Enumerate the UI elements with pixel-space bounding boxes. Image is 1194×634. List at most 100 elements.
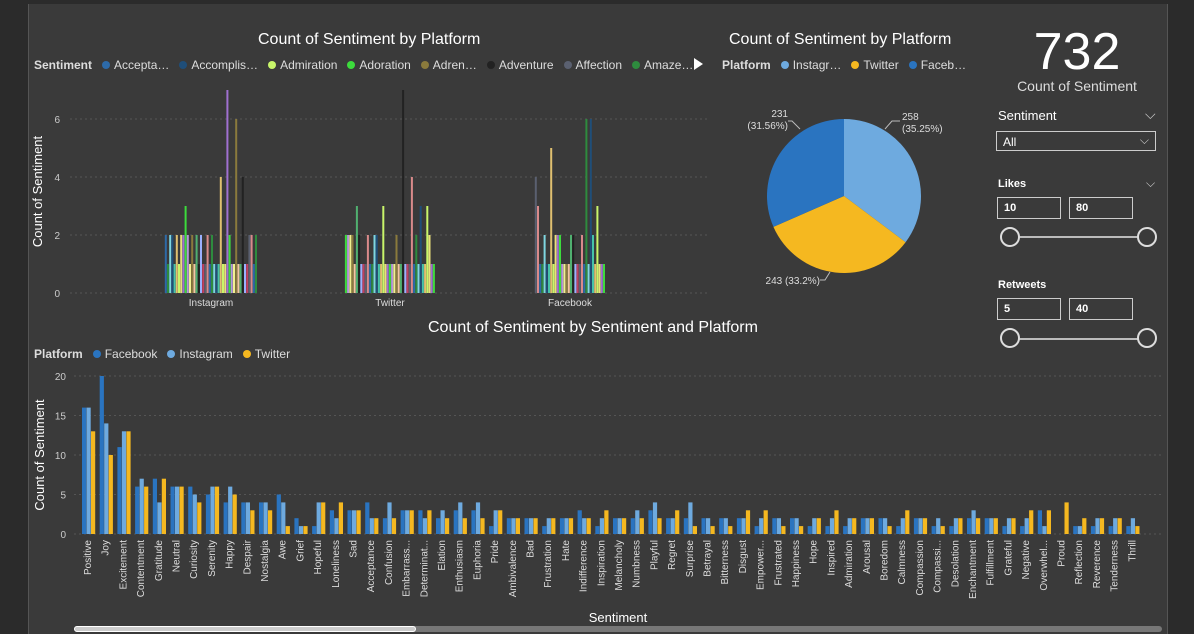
bar[interactable] xyxy=(391,518,397,534)
bar[interactable] xyxy=(380,264,383,293)
bar[interactable] xyxy=(511,518,516,534)
likes-min-handle[interactable] xyxy=(1000,227,1020,247)
bar[interactable] xyxy=(233,264,235,293)
sentiment-dropdown[interactable]: All ⌵ xyxy=(996,131,1156,151)
bar[interactable] xyxy=(161,478,166,534)
bar[interactable] xyxy=(790,518,795,534)
bar[interactable] xyxy=(585,119,588,293)
bar[interactable] xyxy=(953,518,958,534)
bar[interactable] xyxy=(248,235,251,293)
bar[interactable] xyxy=(759,518,764,534)
bar[interactable] xyxy=(409,510,414,534)
bar[interactable] xyxy=(117,447,122,534)
bar[interactable] xyxy=(843,526,848,534)
bar[interactable] xyxy=(781,526,786,534)
bar[interactable] xyxy=(303,526,308,534)
bar[interactable] xyxy=(222,264,224,293)
bar[interactable] xyxy=(167,264,169,293)
bar[interactable] xyxy=(556,235,559,293)
bar[interactable] xyxy=(984,518,989,534)
bar[interactable] xyxy=(554,235,557,293)
bar[interactable] xyxy=(630,518,635,534)
bar[interactable] xyxy=(710,526,715,534)
bar[interactable] xyxy=(572,235,575,293)
bar[interactable] xyxy=(230,264,233,293)
bar[interactable] xyxy=(719,518,724,534)
bar[interactable] xyxy=(366,235,369,293)
bar[interactable] xyxy=(728,526,733,534)
bar[interactable] xyxy=(583,264,586,293)
bar[interactable] xyxy=(334,518,339,534)
bar[interactable] xyxy=(600,264,603,293)
bar[interactable] xyxy=(244,264,246,293)
bar[interactable] xyxy=(382,206,385,293)
bar[interactable] xyxy=(860,518,865,534)
scrollbar-thumb[interactable] xyxy=(74,626,416,632)
bar[interactable] xyxy=(949,526,954,534)
bar[interactable] xyxy=(565,264,568,293)
bar[interactable] xyxy=(1099,518,1105,534)
bar[interactable] xyxy=(736,518,742,534)
bar[interactable] xyxy=(480,518,485,534)
bar[interactable] xyxy=(374,518,379,534)
bar[interactable] xyxy=(197,264,200,293)
bar[interactable] xyxy=(1024,518,1029,534)
bar[interactable] xyxy=(550,148,553,293)
bar[interactable] xyxy=(276,494,281,535)
bar[interactable] xyxy=(418,510,423,534)
bar[interactable] xyxy=(152,478,157,534)
bar[interactable] xyxy=(208,264,211,293)
top-legend-item[interactable]: Affection xyxy=(563,58,622,72)
bar[interactable] xyxy=(188,486,193,534)
bar[interactable] xyxy=(683,518,688,534)
bar[interactable] xyxy=(170,486,175,534)
bar[interactable] xyxy=(400,510,405,534)
bar[interactable] xyxy=(1117,518,1122,534)
bar[interactable] xyxy=(657,518,662,534)
bar[interactable] xyxy=(224,264,227,293)
bar[interactable] xyxy=(250,510,255,534)
bar[interactable] xyxy=(252,264,255,293)
bar[interactable] xyxy=(570,235,572,293)
top-legend-item[interactable]: Adren… xyxy=(420,58,477,72)
bar[interactable] xyxy=(993,518,998,534)
bottom-legend-item[interactable]: Twitter xyxy=(242,347,290,361)
bar[interactable] xyxy=(617,518,622,534)
bar[interactable] xyxy=(428,235,431,293)
bar[interactable] xyxy=(391,264,394,293)
top-legend-item[interactable]: Admiration xyxy=(268,58,337,72)
bar[interactable] xyxy=(542,526,547,534)
bar[interactable] xyxy=(596,206,599,293)
bar[interactable] xyxy=(404,264,407,293)
bar[interactable] xyxy=(202,264,205,293)
pie-legend-item[interactable]: Instagr… xyxy=(780,58,841,72)
bar[interactable] xyxy=(706,518,711,534)
bar[interactable] xyxy=(592,235,594,293)
bar[interactable] xyxy=(471,510,476,534)
bar[interactable] xyxy=(493,510,498,534)
likes-chevron-icon[interactable]: ⌵ xyxy=(1146,176,1156,190)
bar[interactable] xyxy=(164,235,167,293)
bar[interactable] xyxy=(375,235,378,293)
top-legend-item[interactable]: Accepta… xyxy=(102,58,169,72)
bar[interactable] xyxy=(576,264,579,293)
bar[interactable] xyxy=(1077,526,1082,534)
bar[interactable] xyxy=(847,518,852,534)
bar[interactable] xyxy=(745,510,751,534)
bar[interactable] xyxy=(344,235,347,293)
bar[interactable] xyxy=(1108,526,1113,534)
bar[interactable] xyxy=(458,502,463,534)
bar[interactable] xyxy=(537,206,539,293)
likes-max-input[interactable]: 80 xyxy=(1069,197,1133,219)
bar[interactable] xyxy=(351,235,354,293)
bar[interactable] xyxy=(594,264,597,293)
bar[interactable] xyxy=(382,518,388,534)
bar[interactable] xyxy=(373,235,376,293)
bar[interactable] xyxy=(1064,502,1069,534)
bar[interactable] xyxy=(1126,526,1131,534)
bar[interactable] xyxy=(675,510,680,534)
bar[interactable] xyxy=(237,264,240,293)
bar[interactable] xyxy=(807,526,812,534)
bar[interactable] xyxy=(298,526,304,534)
bar[interactable] xyxy=(772,518,777,534)
